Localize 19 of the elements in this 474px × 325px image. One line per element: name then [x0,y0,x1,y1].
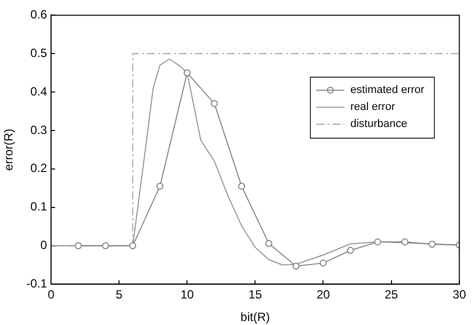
y-tick-label: 0.4 [30,84,48,98]
y-tick-label: 0.1 [30,200,48,214]
legend-label: disturbance [350,118,408,130]
y-tick-label: 0.5 [30,46,48,60]
y-tick-label: 0 [40,238,48,252]
y-tick-label: 0.6 [30,8,48,22]
y-tick-label: 0.3 [30,122,48,137]
x-tick-label: 10 [180,288,194,302]
x-tick-label: 20 [316,288,330,302]
x-tick-label: 15 [248,288,262,302]
y-axis-title: error(R) [2,128,16,171]
legend-label: estimated error [350,84,425,96]
x-tick-label: 30 [452,288,466,302]
y-tick-label: -0.1 [26,276,48,291]
x-axis-title: bit(R) [240,310,270,324]
y-tick-label: 0.2 [30,161,48,176]
legend-label: real error [350,101,396,114]
x-tick-label: 5 [116,288,123,302]
x-tick-label: 25 [384,288,398,302]
